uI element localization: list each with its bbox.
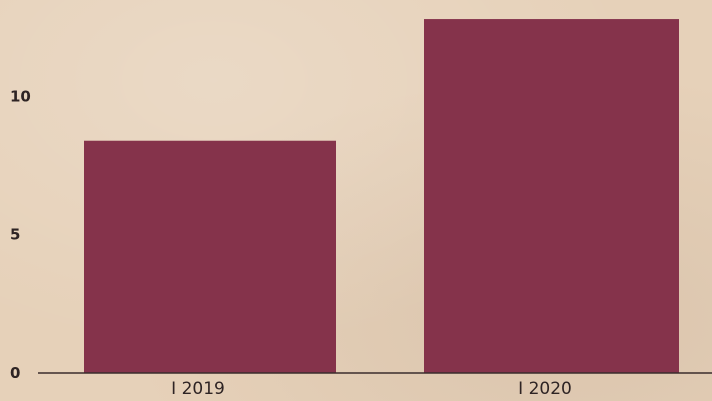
y-tick-label: 0 <box>10 364 20 382</box>
x-axis-category-labels: I 2019 I 2020 <box>171 379 572 399</box>
bar-1 <box>84 140 336 373</box>
y-tick-label: 5 <box>10 226 20 244</box>
bars <box>84 19 679 373</box>
y-axis-ticks: 0 5 10 <box>10 87 31 382</box>
y-tick-label: 10 <box>10 87 31 105</box>
x-category-label: I 2019 <box>171 379 225 399</box>
bar-2 <box>424 19 679 373</box>
x-category-label: I 2020 <box>518 379 572 399</box>
